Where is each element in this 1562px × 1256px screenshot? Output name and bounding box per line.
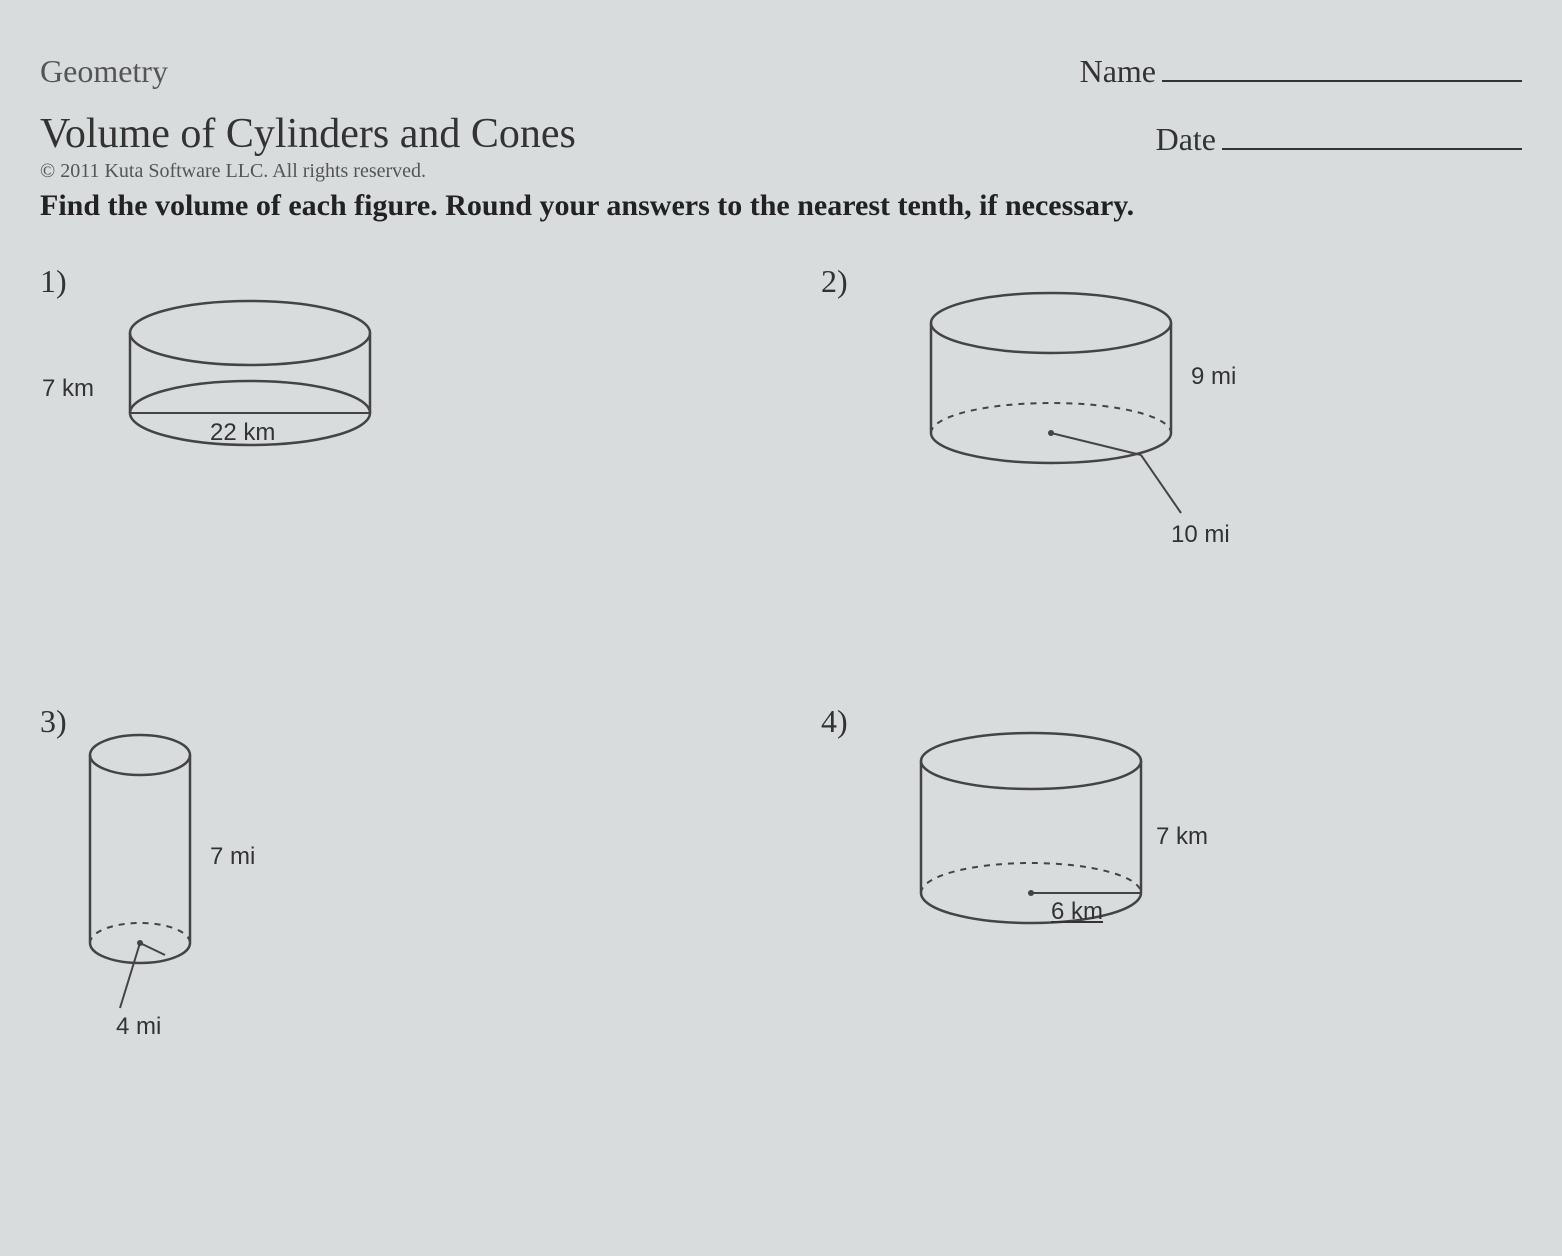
problem-number: 3) [40, 703, 67, 740]
problem-number: 4) [821, 703, 848, 740]
height-label: 7 km [42, 375, 94, 403]
copyright-text: © 2011 Kuta Software LLC. All rights res… [40, 160, 1522, 183]
instructions-text: Find the volume of each figure. Round yo… [40, 189, 1522, 223]
date-field: Date [1156, 118, 1522, 158]
cylinder-figure: 7 mi 4 mi [70, 723, 290, 1048]
problem-4: 4) 7 km 6 km [821, 703, 1522, 1083]
name-label: Name [1080, 53, 1156, 89]
subject-label: Geometry [40, 53, 168, 90]
cylinder-figure: 7 km 22 km [100, 293, 400, 478]
problems-grid: 1) 7 km 22 km 2) [40, 263, 1522, 1083]
name-field: Name [1080, 50, 1522, 90]
date-label: Date [1156, 121, 1216, 157]
problem-1: 1) 7 km 22 km [40, 263, 741, 643]
height-label: 9 mi [1191, 363, 1236, 391]
radius-label: 10 mi [1171, 521, 1230, 549]
cylinder-figure: 9 mi 10 mi [901, 283, 1261, 568]
problem-2: 2) 9 mi 10 mi [821, 263, 1522, 643]
height-label: 7 mi [210, 843, 255, 871]
radius-label: 4 mi [116, 1013, 161, 1041]
cylinder-figure: 7 km 6 km [891, 723, 1211, 968]
worksheet-title: Volume of Cylinders and Cones [40, 110, 576, 158]
problem-number: 1) [40, 263, 67, 300]
diameter-label: 22 km [210, 419, 275, 447]
height-label: 7 km [1156, 823, 1208, 851]
date-underline [1222, 118, 1522, 150]
radius-label: 6 km [1051, 898, 1103, 926]
problem-number: 2) [821, 263, 848, 300]
problem-3: 3) 7 mi 4 mi [40, 703, 741, 1083]
name-underline [1162, 50, 1522, 82]
cylinder-svg [70, 723, 290, 1043]
